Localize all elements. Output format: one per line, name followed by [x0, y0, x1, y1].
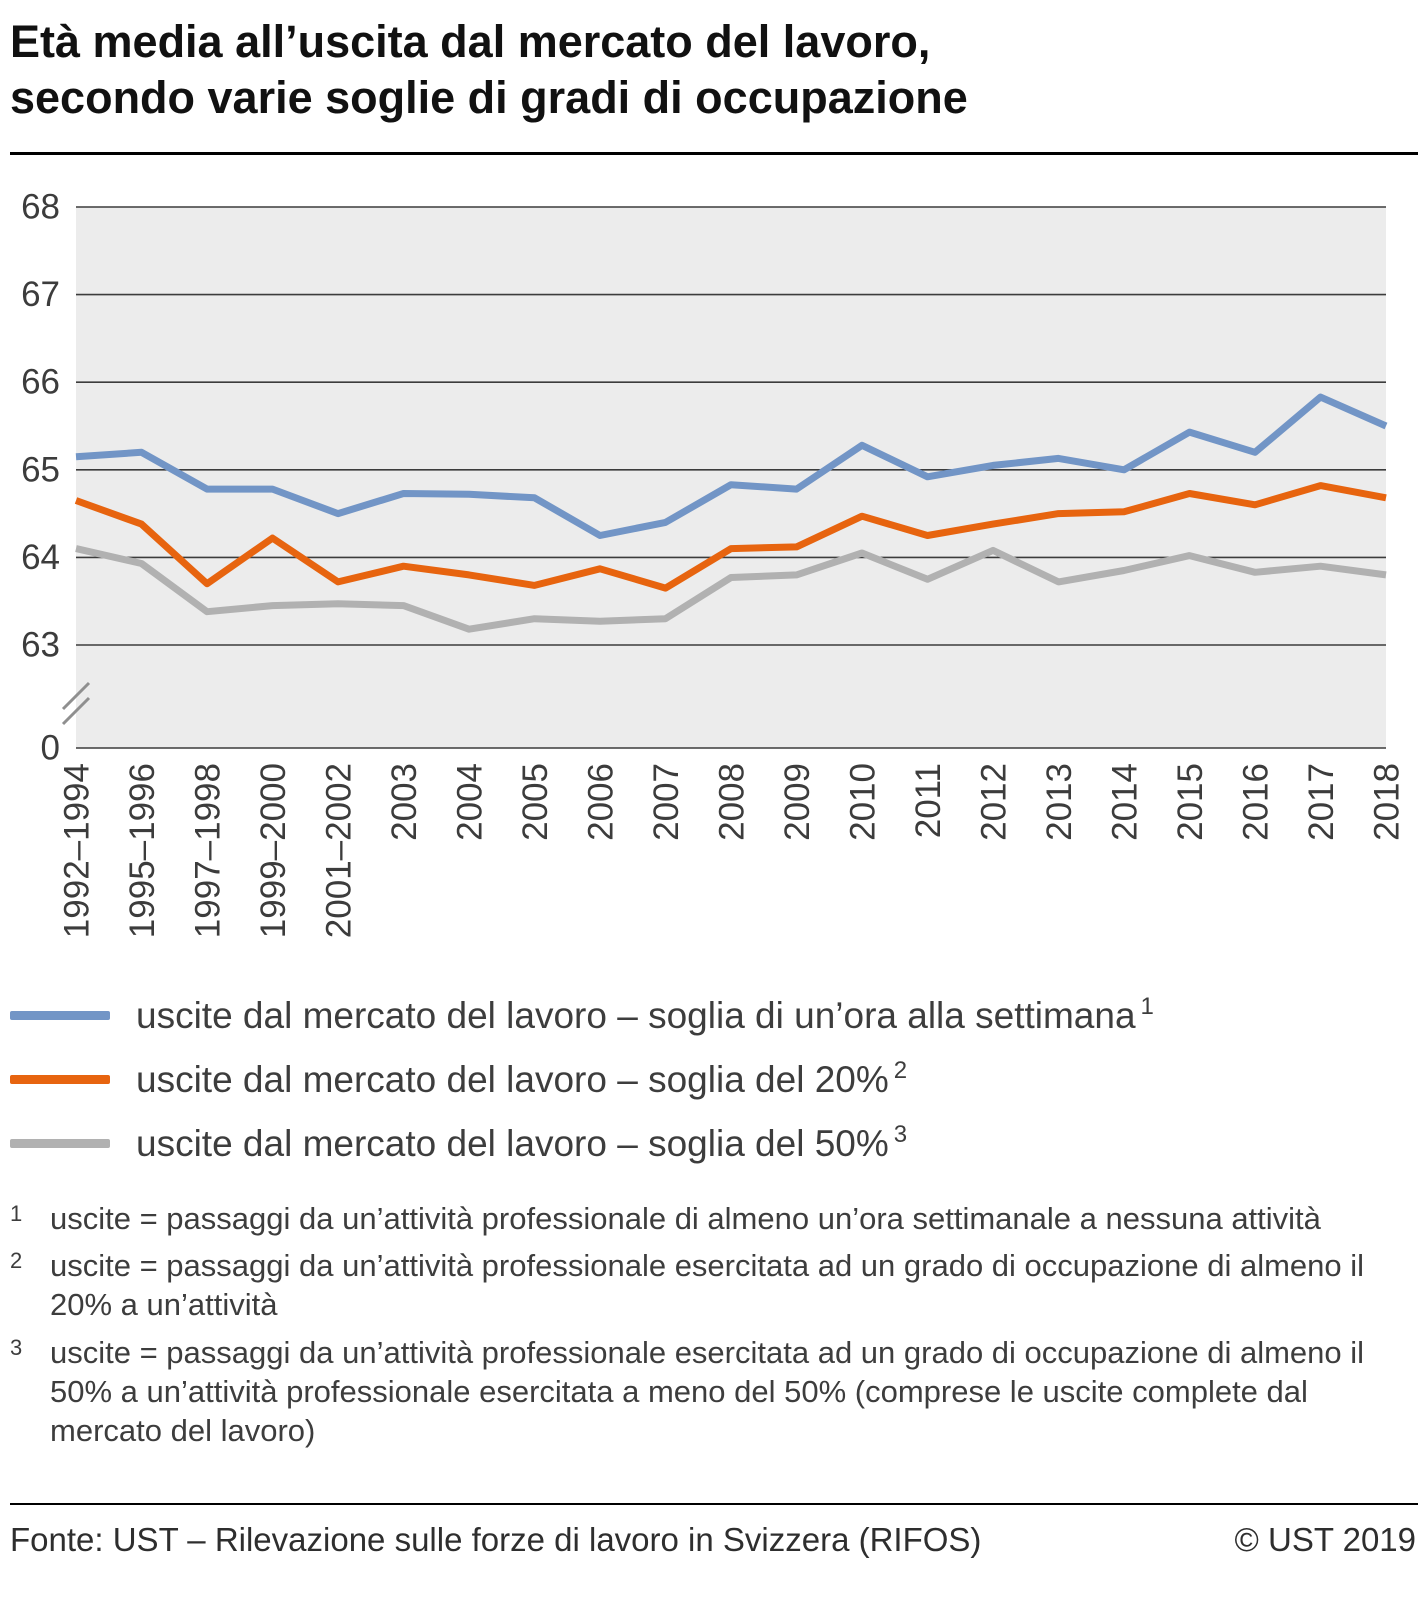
page-title-line1: Età media all’uscita dal mercato del lav… [10, 16, 931, 67]
legend-footnote-ref: 3 [893, 1121, 908, 1149]
y-tick-label: 63 [21, 625, 60, 664]
chart-header: Età media all’uscita dal mercato del lav… [10, 14, 1418, 155]
footnote-3: 3 uscite = passaggi da un’attività profe… [10, 1333, 1388, 1451]
copyright-text: © UST 2019 [1234, 1520, 1416, 1558]
x-tick-label: 2005 [516, 763, 555, 841]
footnote-marker: 3 [10, 1334, 23, 1360]
legend-label-text: uscite dal mercato del lavoro – soglia d… [136, 1058, 889, 1100]
y-tick-label: 64 [21, 537, 60, 576]
legend-footnote-ref: 2 [893, 1057, 908, 1085]
x-tick-label: 2015 [1171, 763, 1210, 841]
legend-item-20pct-threshold: uscite dal mercato del lavoro – soglia d… [10, 1059, 1418, 1101]
legend-label: uscite dal mercato del lavoro – soglia d… [136, 1123, 907, 1165]
x-tick-label: 2013 [1040, 763, 1079, 841]
legend: uscite dal mercato del lavoro – soglia d… [10, 995, 1418, 1165]
x-tick-label: 2010 [844, 763, 883, 841]
axis-break-icon [61, 681, 91, 710]
x-tick-label: 2017 [1302, 763, 1341, 841]
footnote-text: uscite = passaggi da un’attività profess… [50, 1334, 1365, 1449]
x-tick-label: 2003 [385, 763, 424, 841]
legend-label-text: uscite dal mercato del lavoro – soglia d… [136, 994, 1136, 1036]
x-tick-label: 1995–1996 [123, 763, 162, 938]
footer-divider [10, 1502, 1418, 1505]
legend-label: uscite dal mercato del lavoro – soglia d… [136, 995, 1154, 1037]
footnote-text: uscite = passaggi da un’attività profess… [50, 1247, 1365, 1323]
x-tick-label: 2007 [647, 763, 686, 841]
x-tick-label: 2016 [1237, 763, 1276, 841]
x-tick-label: 2006 [582, 763, 621, 841]
x-tick-label: 2004 [451, 763, 490, 841]
legend-label-text: uscite dal mercato del lavoro – soglia d… [136, 1122, 889, 1164]
title-divider [10, 151, 1418, 155]
x-tick-label: 1992–1994 [58, 763, 97, 938]
y-tick-label: 0 [41, 728, 60, 767]
x-tick-label: 1997–1998 [189, 763, 228, 938]
x-tick-label: 1999–2000 [254, 763, 293, 938]
axis-break-icon [61, 696, 91, 725]
legend-line-swatch-orange [10, 1075, 110, 1085]
footnote-marker: 2 [10, 1247, 23, 1273]
legend-footnote-ref: 1 [1140, 993, 1154, 1021]
legend-label: uscite dal mercato del lavoro – soglia d… [136, 1059, 907, 1101]
legend-item-1h-threshold: uscite dal mercato del lavoro – soglia d… [10, 995, 1418, 1037]
series-line-3 [75, 544, 1387, 633]
x-tick-label: 2008 [713, 763, 752, 841]
x-tick-label: 2012 [975, 763, 1014, 841]
footnote-marker: 1 [10, 1200, 23, 1226]
legend-line-swatch-gray [10, 1139, 110, 1149]
x-tick-label: 2014 [1106, 763, 1145, 841]
footer: Fonte: UST – Rilevazione sulle forze di … [10, 1505, 1418, 1589]
y-tick-label: 65 [21, 450, 60, 489]
page-title: Età media all’uscita dal mercato del lav… [10, 14, 1418, 126]
series-line-1 [75, 393, 1388, 539]
footnote-1: 1 uscite = passaggi da un’attività profe… [10, 1199, 1388, 1238]
legend-item-50pct-threshold: uscite dal mercato del lavoro – soglia d… [10, 1123, 1418, 1165]
page-title-line2: secondo varie soglie di gradi di occupaz… [10, 71, 968, 123]
y-tick-label: 67 [21, 275, 60, 314]
series-line-2 [74, 481, 1387, 592]
x-tick-label: 2018 [1368, 763, 1407, 841]
legend-line-swatch-blue [10, 1011, 110, 1021]
y-tick-label: 66 [21, 362, 60, 401]
footnote-2: 2 uscite = passaggi da un’attività profe… [10, 1246, 1388, 1325]
source-text: Fonte: UST – Rilevazione sulle forze di … [10, 1520, 982, 1558]
x-tick-label: 2011 [909, 763, 948, 838]
x-tick-label: 2001–2002 [320, 763, 359, 938]
x-tick-label: 2009 [778, 763, 817, 841]
footnotes: 1 uscite = passaggi da un’attività profe… [10, 1199, 1418, 1451]
y-tick-label: 68 [21, 189, 60, 227]
footnote-text: uscite = passaggi da un’attività profess… [50, 1200, 1321, 1236]
plot-area [76, 206, 1386, 748]
